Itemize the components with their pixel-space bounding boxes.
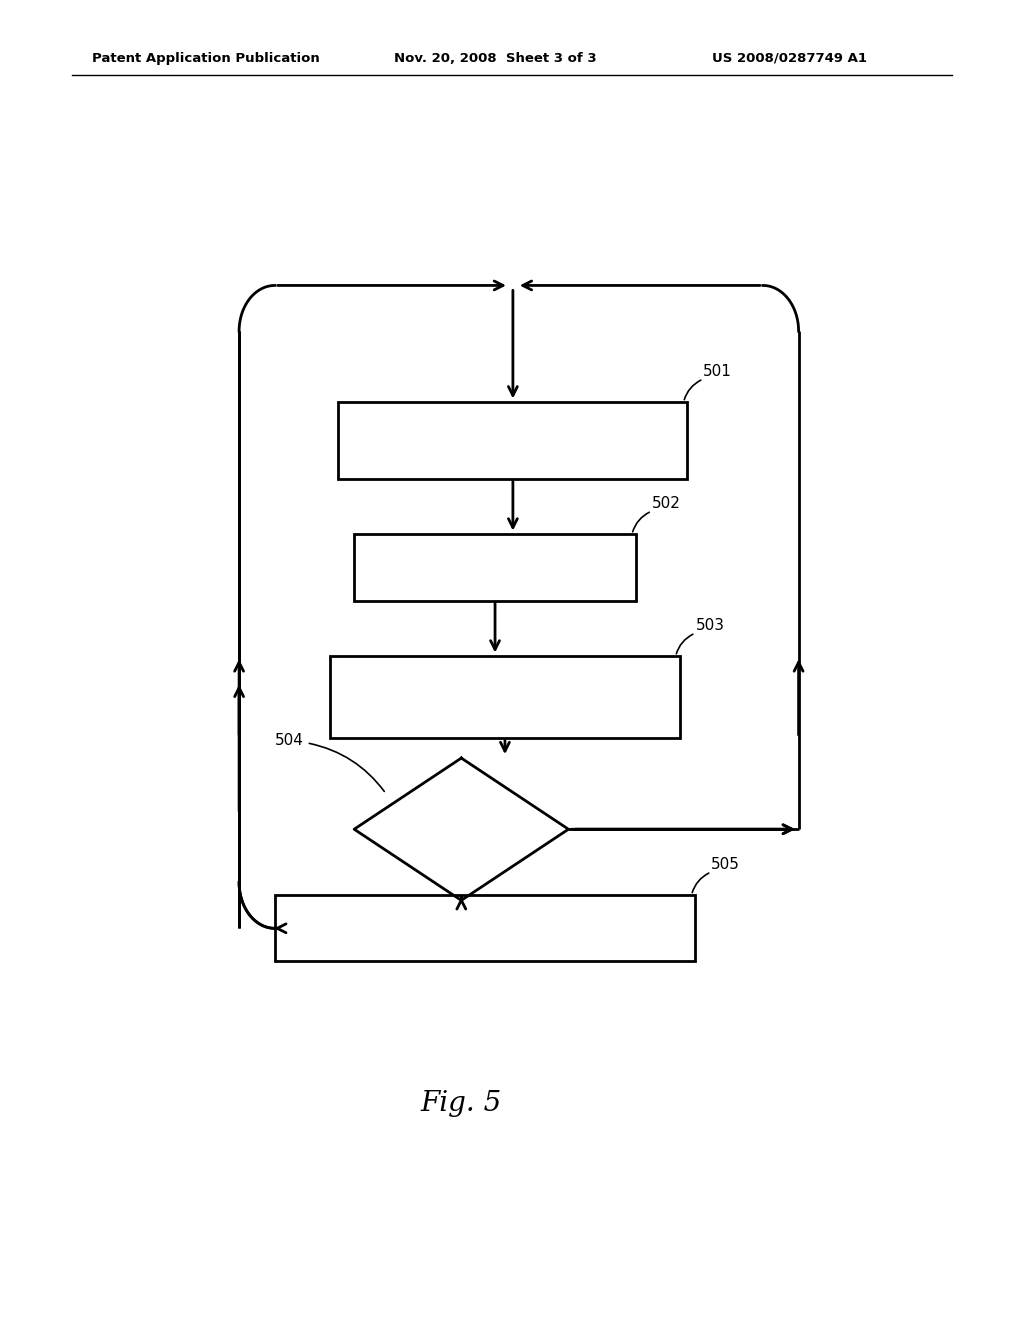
- Text: US 2008/0287749 A1: US 2008/0287749 A1: [712, 51, 866, 65]
- Bar: [354, 535, 636, 601]
- Bar: [331, 656, 680, 738]
- Text: Nov. 20, 2008  Sheet 3 of 3: Nov. 20, 2008 Sheet 3 of 3: [394, 51, 597, 65]
- Bar: [274, 895, 695, 961]
- Text: 501: 501: [703, 364, 732, 379]
- Text: 502: 502: [651, 496, 681, 511]
- Bar: [338, 403, 687, 479]
- Text: 503: 503: [695, 618, 724, 634]
- Text: 505: 505: [712, 857, 740, 873]
- Text: 504: 504: [274, 733, 304, 748]
- Text: Patent Application Publication: Patent Application Publication: [92, 51, 319, 65]
- Text: Fig. 5: Fig. 5: [421, 1090, 502, 1117]
